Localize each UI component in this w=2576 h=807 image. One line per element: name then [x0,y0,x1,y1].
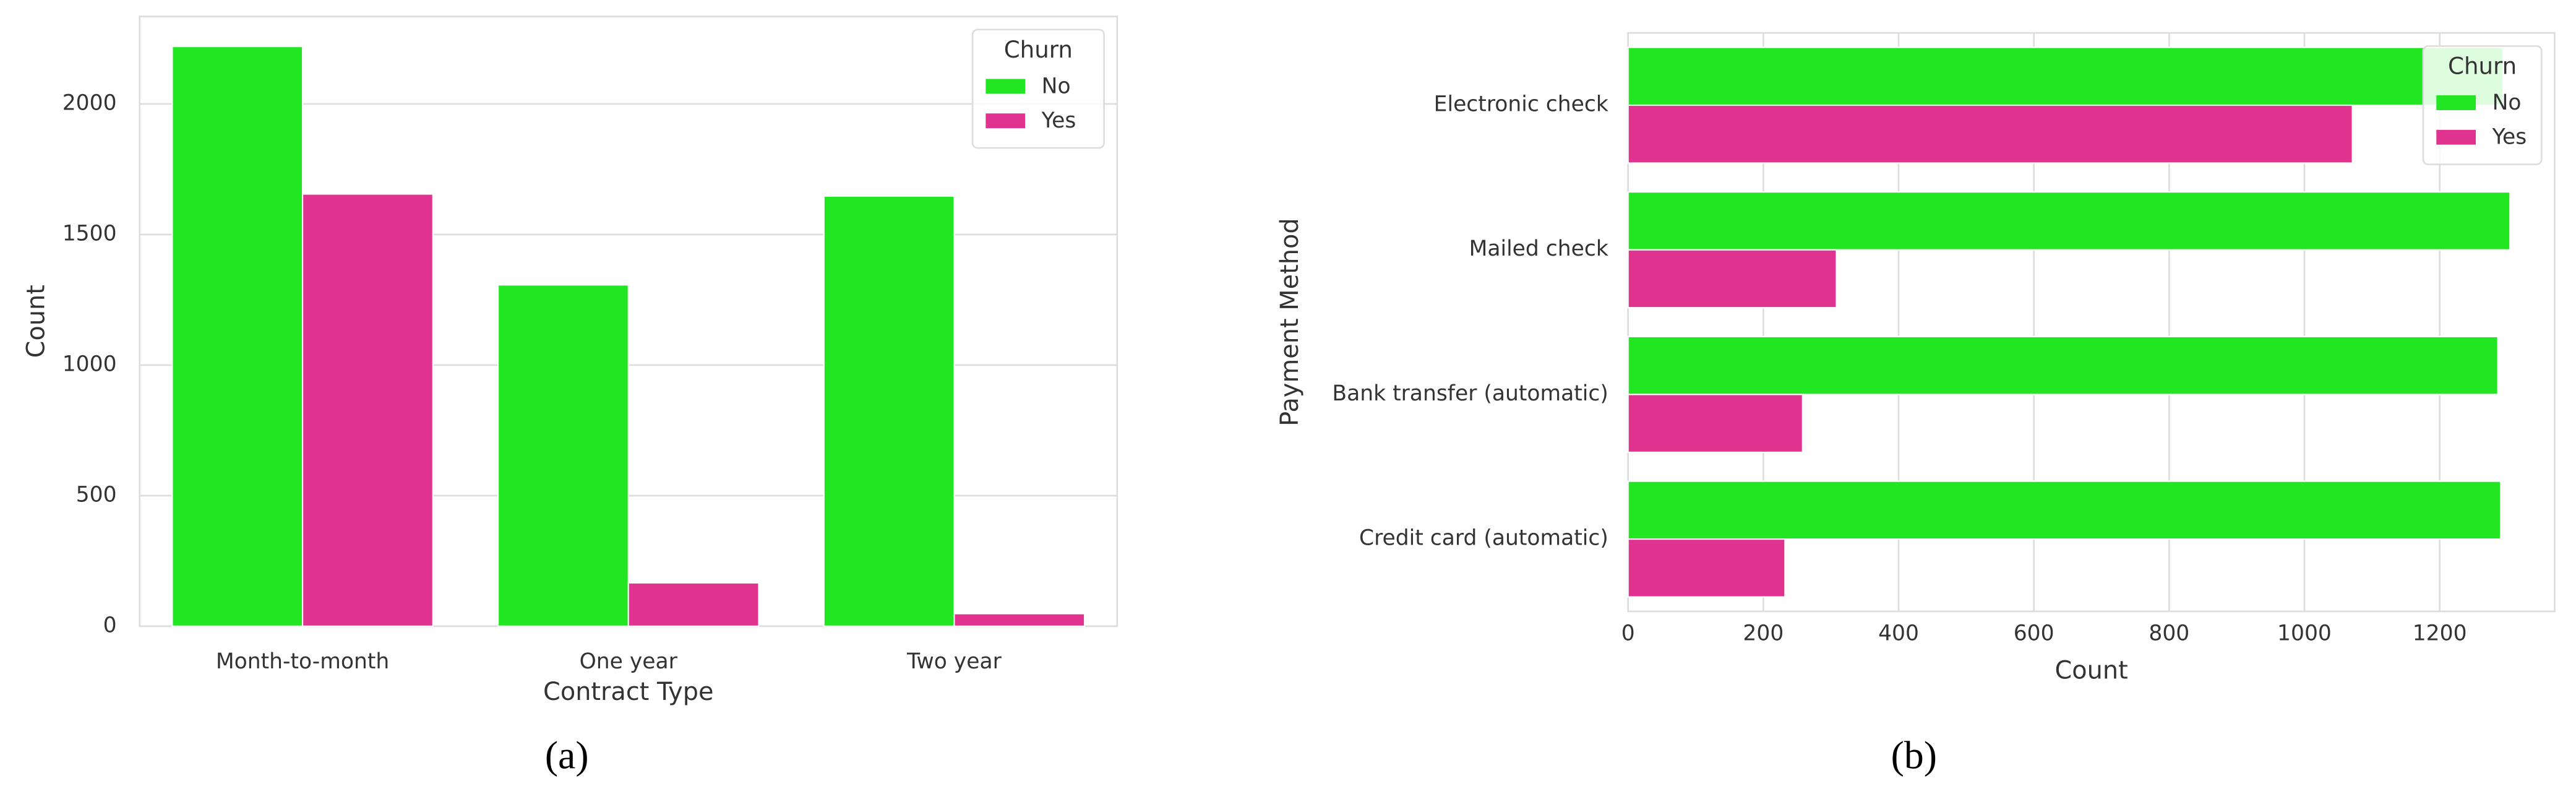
caption: (b) [1891,733,1937,777]
bar [1627,394,1803,453]
x-tick-label: 400 [1878,621,1919,646]
x-tick-label: 200 [1743,621,1784,646]
legend-swatch [985,113,1026,129]
legend-swatch [985,79,1026,94]
y-tick-label: 1000 [62,352,117,376]
bar [171,46,304,627]
bar [1627,46,2504,106]
y-tick-label: 500 [76,482,117,507]
y-axis-label: Count [22,285,51,358]
legend-label: No [1042,74,1071,98]
y-tick-label: Mailed check [1469,236,1608,261]
legend-label: Yes [2492,125,2527,150]
legend-swatch [2436,95,2476,110]
x-tick-label: 1200 [2413,621,2467,646]
legend-label: Yes [1041,108,1076,133]
legend-swatch [2436,129,2476,145]
x-tick-label: Two year [906,649,1002,674]
bar [302,193,434,627]
y-tick-label: Bank transfer (automatic) [1332,381,1608,406]
y-tick-label: Credit card (automatic) [1359,526,1608,551]
y-tick-label: 2000 [62,90,117,115]
y-tick-label: 1500 [62,221,117,246]
legend-title: Churn [1004,36,1073,63]
y-tick-label: Electronic check [1434,92,1608,117]
legend-label: No [2492,90,2522,115]
bar [497,284,629,627]
bar [1627,191,2511,251]
x-tick-label: One year [580,649,678,674]
x-tick-label: 0 [1621,621,1635,646]
x-tick-label: Month-to-month [216,649,389,674]
bar [1627,538,1786,598]
y-axis-label: Payment Method [1276,218,1304,426]
x-tick-label: 1000 [2277,621,2332,646]
x-axis-label: Contract Type [543,678,713,706]
legend-title: Churn [2448,52,2517,79]
caption: (a) [545,733,589,777]
x-axis-label: Count [2054,657,2127,685]
bar [627,582,760,627]
bar [1627,335,2499,395]
y-tick-label: 0 [103,613,117,637]
bar [823,195,955,627]
bar [953,613,1086,627]
x-tick-label: 800 [2149,621,2189,646]
bar [1627,104,2353,164]
bar [1627,249,1837,309]
x-tick-label: 600 [2014,621,2054,646]
bar [1627,480,2502,540]
